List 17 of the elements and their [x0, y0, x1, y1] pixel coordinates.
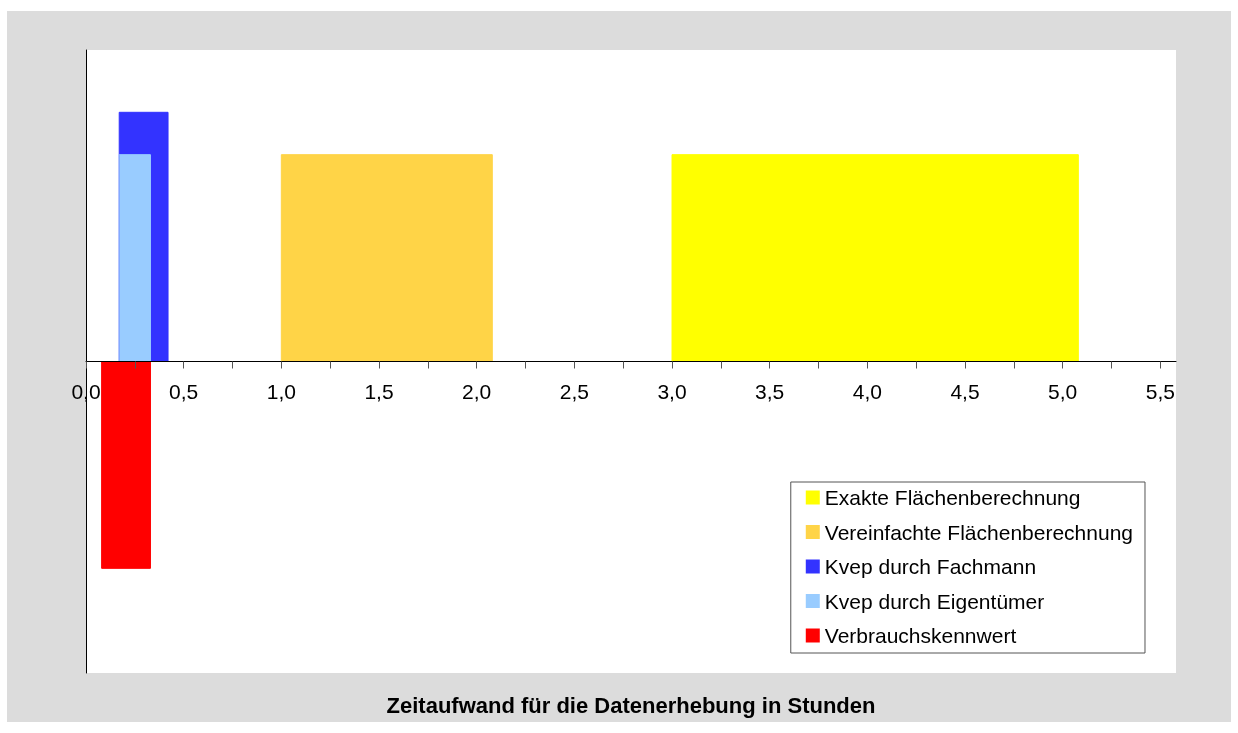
legend-label: Vereinfachte Flächenberechnung — [824, 520, 1134, 544]
legend-label: Exakte Flächenberechnung — [824, 486, 1081, 509]
legend-label: Kvep durch Fachmann — [824, 555, 1037, 578]
legend-label: Kvep durch Eigentümer — [824, 589, 1045, 613]
x-tick-label: 5,0 — [1048, 379, 1078, 403]
legend-label: Verbrauchskennwert — [824, 624, 1017, 647]
x-tick-label: 1,5 — [364, 379, 394, 403]
text: Zeitaufwand für die Datenerhebung in Stunden — [386, 692, 876, 718]
x-tick-label: 2,5 — [559, 379, 589, 403]
x-tick-label: 3,5 — [755, 379, 785, 403]
x-tick-label: 5,5 — [1145, 379, 1175, 403]
x-tick-label: 2,0 — [462, 379, 492, 403]
x-tick-label: 4,0 — [852, 379, 882, 403]
x-tick-label: 4,5 — [950, 379, 980, 403]
x-tick-label: 0,5 — [169, 379, 199, 403]
x-tick-label: 1,0 — [266, 379, 296, 403]
x-tick-label: 3,0 — [657, 379, 687, 403]
